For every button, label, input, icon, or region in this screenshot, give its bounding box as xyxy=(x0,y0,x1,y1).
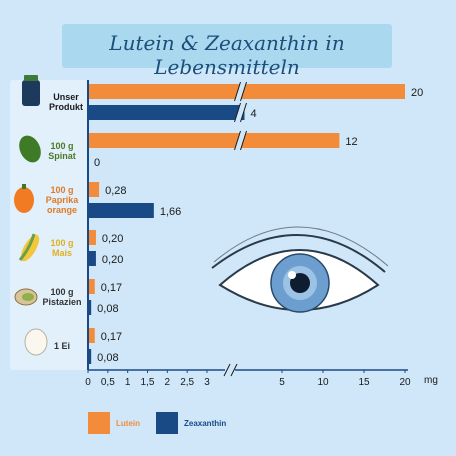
eye-pupil xyxy=(290,273,310,293)
data-label: 4 xyxy=(251,108,257,120)
bar-break-mark xyxy=(234,102,241,123)
data-label: 0,20 xyxy=(102,233,123,245)
x-tick-label: 2 xyxy=(165,377,171,388)
legend-label: Lutein xyxy=(116,419,140,428)
paprika-icon xyxy=(14,187,34,213)
bar-break-mark xyxy=(234,130,241,151)
x-tick-label: 15 xyxy=(358,377,370,388)
x-tick-label: 10 xyxy=(317,377,329,388)
lutein-bar[interactable] xyxy=(88,182,100,197)
title-banner xyxy=(62,24,392,68)
x-axis-unit: mg xyxy=(424,375,438,386)
data-label: 0,17 xyxy=(101,331,122,343)
data-label: 0,28 xyxy=(105,185,126,197)
lutein-bar[interactable] xyxy=(88,84,405,99)
eye-illustration xyxy=(211,226,389,313)
x-tick-label: 0,5 xyxy=(101,377,115,388)
x-tick-label: 20 xyxy=(399,377,411,388)
zeaxanthin-bar[interactable] xyxy=(88,349,92,364)
lutein-legend-swatch xyxy=(88,412,110,434)
pistachio-nut xyxy=(22,293,34,301)
bar-break-gap xyxy=(234,103,247,122)
data-label: 0,08 xyxy=(97,352,118,364)
egg-icon xyxy=(24,328,48,356)
paprika-stem xyxy=(22,184,26,189)
eye-lid-crease xyxy=(211,234,386,273)
eye-highlight xyxy=(288,271,296,279)
zeaxanthin-bar[interactable] xyxy=(88,251,96,266)
bar-break-mark xyxy=(240,81,247,102)
spinach-icon xyxy=(19,135,41,163)
data-label: 0,17 xyxy=(101,282,122,294)
data-label: 0,20 xyxy=(102,254,123,266)
x-tick-label: 3 xyxy=(204,377,210,388)
corn-leaf xyxy=(18,233,36,261)
x-tick-label: 5 xyxy=(279,377,285,388)
jar-lid xyxy=(24,75,38,81)
bar-break-gap xyxy=(234,82,247,101)
category-label: Paprika xyxy=(46,195,80,205)
category-label: Unser xyxy=(53,92,79,102)
axis-break-gap xyxy=(225,364,235,376)
supplement-jar-icon xyxy=(22,80,40,106)
data-label: 0,08 xyxy=(97,303,118,315)
zeaxanthin-legend-swatch xyxy=(156,412,178,434)
zeaxanthin-bar[interactable] xyxy=(88,203,154,218)
eye-brow-line xyxy=(213,226,389,267)
category-label: Produkt xyxy=(49,102,83,112)
chart-title: Lutein & Zeaxanthin in Lebensmitteln xyxy=(109,31,345,79)
axis-break-mark xyxy=(230,363,238,377)
lutein-bar[interactable] xyxy=(88,230,96,245)
zeaxanthin-bar[interactable] xyxy=(88,105,245,120)
bar-break-gap xyxy=(234,131,247,150)
category-label: 1 Ei xyxy=(54,341,70,351)
category-label: 100 g xyxy=(50,141,73,151)
data-label: 1,66 xyxy=(160,206,181,218)
category-label: orange xyxy=(47,205,77,215)
x-tick-label: 1 xyxy=(125,377,131,388)
category-label: 100 g xyxy=(50,185,73,195)
lutein-bar[interactable] xyxy=(88,133,340,148)
x-tick-label: 2,5 xyxy=(180,377,194,388)
category-label: Mais xyxy=(52,248,72,258)
x-tick-label: 1,5 xyxy=(141,377,155,388)
category-label: 100 g xyxy=(50,238,73,248)
legend-label: Zeaxanthin xyxy=(184,419,226,428)
zeaxanthin-bar[interactable] xyxy=(88,300,92,315)
bar-break-mark xyxy=(240,130,247,151)
lutein-bar[interactable] xyxy=(88,328,95,343)
category-panel xyxy=(10,80,88,370)
data-label: 12 xyxy=(345,136,357,148)
data-label: 0 xyxy=(94,157,100,169)
bar-break-mark xyxy=(240,102,247,123)
category-label: Spinat xyxy=(48,151,76,161)
data-label: 20 xyxy=(411,87,423,99)
category-label: 100 g xyxy=(50,287,73,297)
lutein-bar[interactable] xyxy=(88,279,95,294)
bar-break-mark xyxy=(234,81,241,102)
x-tick-label: 0 xyxy=(85,377,91,388)
category-label: Pistazien xyxy=(42,297,81,307)
axis-break-mark xyxy=(223,363,231,377)
